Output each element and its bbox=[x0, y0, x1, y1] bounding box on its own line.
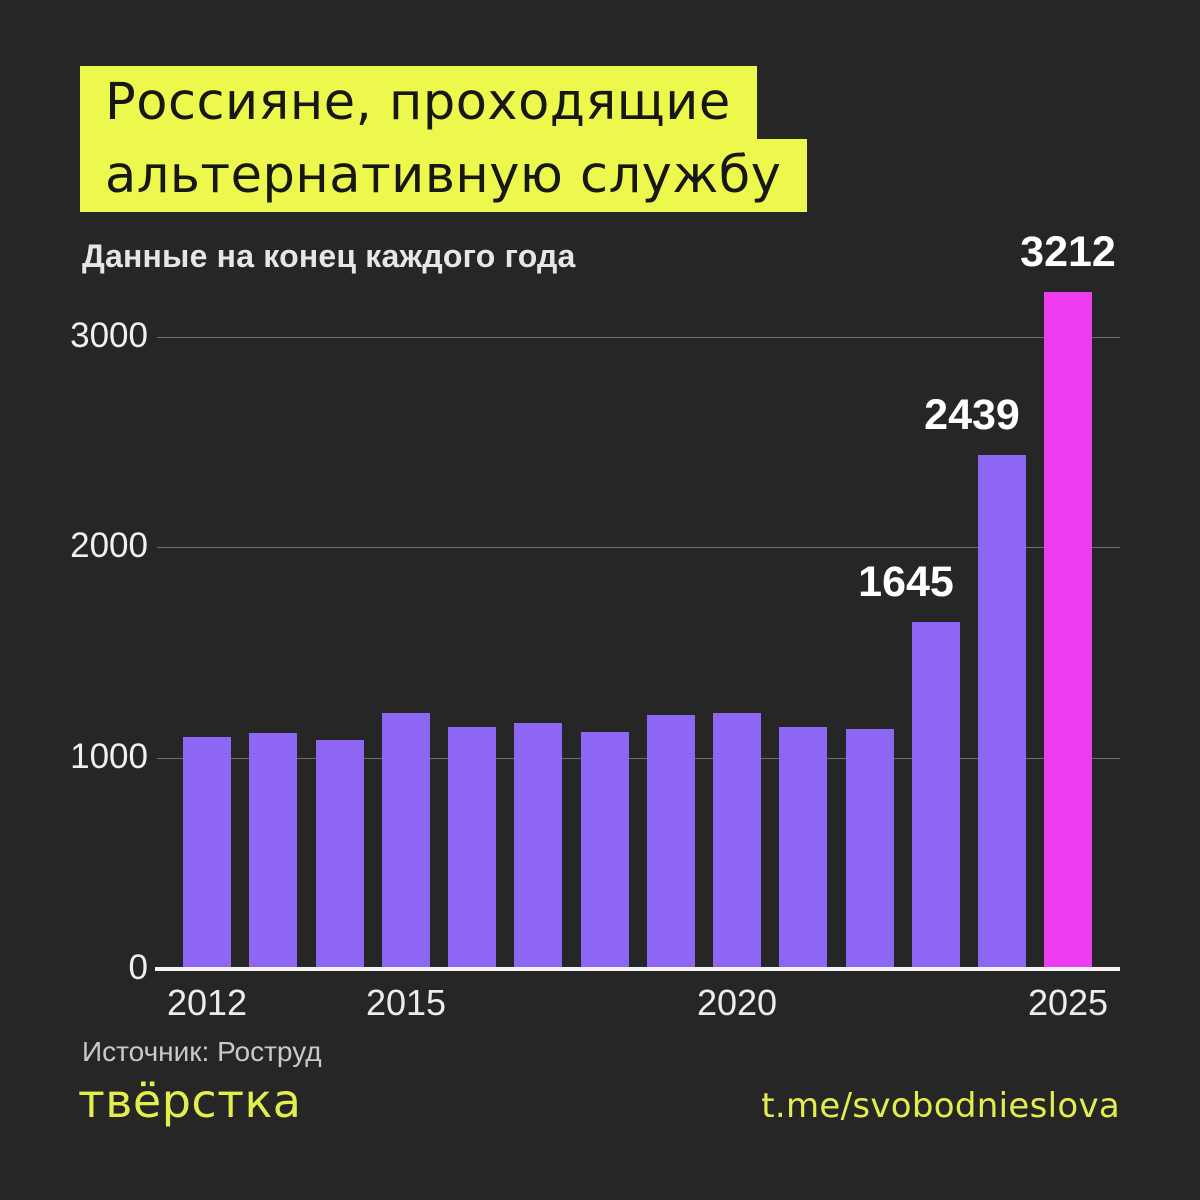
verstka-logo: твёрстка bbox=[78, 1074, 302, 1128]
y-tick-3000: 3000 bbox=[70, 316, 148, 355]
x-tick-2025: 2025 bbox=[1027, 982, 1109, 1023]
bar-value-label-2023: 1645 bbox=[858, 558, 954, 606]
bar-value-label-2024: 2439 bbox=[924, 391, 1020, 439]
bar-2013 bbox=[249, 733, 297, 967]
telegram-link: t.me/svobodnieslova bbox=[761, 1086, 1120, 1126]
bar-2017 bbox=[514, 723, 562, 967]
x-tick-2020: 2020 bbox=[696, 982, 778, 1023]
bar-2020 bbox=[713, 713, 761, 967]
page-title: Россияне, проходящие альтернативную служ… bbox=[80, 66, 808, 212]
bar-2012 bbox=[183, 737, 231, 967]
bar-2018 bbox=[581, 732, 629, 967]
y-tick-2000: 2000 bbox=[70, 526, 148, 565]
gridline-1000 bbox=[157, 758, 1120, 759]
bar-2021 bbox=[779, 727, 827, 967]
title-line-1: Россияне, проходящие bbox=[80, 66, 757, 139]
bar-2023 bbox=[912, 622, 960, 967]
x-tick-2012: 2012 bbox=[166, 982, 248, 1023]
title-line-2: альтернативную службу bbox=[80, 139, 808, 212]
chart-subtitle: Данные на конец каждого года bbox=[82, 238, 576, 274]
x-axis-line bbox=[155, 967, 1120, 971]
x-tick-2015: 2015 bbox=[365, 982, 447, 1023]
gridline-3000 bbox=[157, 337, 1120, 338]
bar-value-label-2025: 3212 bbox=[1020, 228, 1116, 276]
source-note: Источник: Роструд bbox=[82, 1036, 322, 1067]
y-tick-1000: 1000 bbox=[70, 737, 148, 776]
gridline-2000 bbox=[157, 547, 1120, 548]
bar-2014 bbox=[316, 740, 364, 967]
bar-2024 bbox=[978, 455, 1026, 967]
y-tick-0: 0 bbox=[128, 948, 148, 987]
bar-2015 bbox=[382, 713, 430, 967]
bar-2022 bbox=[846, 729, 894, 967]
bar-2025 bbox=[1044, 292, 1092, 967]
bar-2016 bbox=[448, 727, 496, 967]
bar-2019 bbox=[647, 715, 695, 967]
